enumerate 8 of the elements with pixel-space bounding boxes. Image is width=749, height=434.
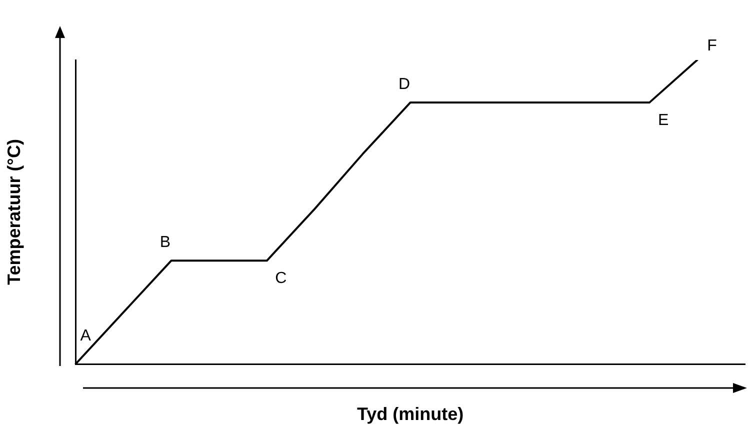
annotation: B xyxy=(160,234,171,252)
annotation: A xyxy=(80,327,92,344)
annotation: D xyxy=(398,76,410,93)
text: F xyxy=(707,37,718,54)
annotation: E xyxy=(658,112,669,129)
y-axis-title: Temperatuur (°C) xyxy=(4,139,24,285)
x-axis-title: Tyd (minute) xyxy=(356,404,464,424)
annotation: C xyxy=(275,270,287,288)
